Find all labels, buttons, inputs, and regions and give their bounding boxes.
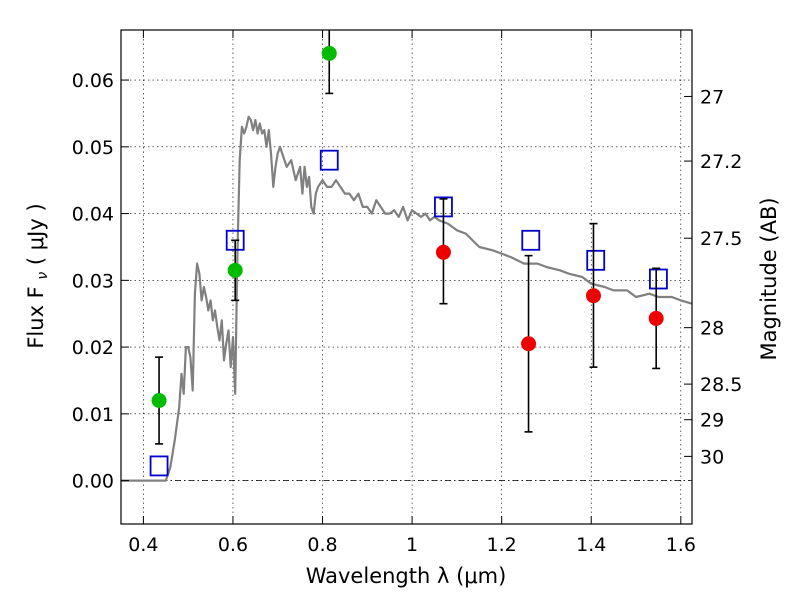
- model-sed-line: [121, 115, 693, 482]
- model-photometry-box: [586, 249, 606, 271]
- y-axis-label-subscript: ν: [35, 272, 51, 280]
- model-photometry-box: [319, 149, 339, 171]
- model-photometry-box: [149, 455, 169, 477]
- tick-labels: 0.4 0.6 0.8 1 1.2 1.4 1.6 0.00 0.01 0.02 0.03 0.04 0…: [72, 70, 743, 556]
- mag-tick-label: 27: [700, 86, 724, 108]
- y-tick-label: 0.03: [72, 270, 114, 292]
- x-axis-label: Wavelength λ (μm): [306, 564, 507, 588]
- mag-tick-label: 28: [700, 318, 724, 340]
- y-tick-label: 0.06: [72, 70, 114, 92]
- red-data-point: [585, 288, 601, 304]
- y-tick-label: 0.01: [72, 404, 114, 426]
- y-tick-label: 0.04: [72, 204, 114, 226]
- x-tick-label: 0.6: [218, 534, 248, 556]
- x-tick-label: 1.4: [576, 534, 606, 556]
- mag-tick-label: 29: [700, 410, 724, 432]
- data-marks: [149, 30, 668, 477]
- plot-frame: [120, 29, 693, 525]
- y-tick-label: 0.02: [72, 337, 114, 359]
- x-tick-label: 0.8: [307, 534, 337, 556]
- model-photometry-box: [649, 268, 668, 290]
- y-axis-label-unit: ( μJy ): [24, 203, 48, 265]
- axis-ticks: [121, 30, 692, 524]
- mag-tick-label: 27.5: [700, 228, 742, 250]
- red-data-point: [435, 244, 451, 260]
- x-tick-label: 1: [406, 534, 418, 556]
- y-axis-label: Flux F ν ( μJy ): [24, 203, 52, 348]
- right-axis-label: Magnitude (AB): [757, 197, 781, 360]
- mag-tick-label: 30: [700, 446, 724, 468]
- red-data-point: [521, 336, 537, 352]
- x-tick-label: 0.4: [128, 534, 158, 556]
- y-tick-label: 0.05: [72, 137, 114, 159]
- green-data-point: [321, 45, 337, 61]
- y-axis-label-main: Flux F: [24, 286, 48, 348]
- y-tick-label: 0.00: [72, 471, 114, 493]
- grid-lines: [121, 30, 692, 524]
- mag-tick-label: 27.2: [700, 151, 742, 173]
- red-data-point: [648, 310, 664, 326]
- x-tick-label: 1.6: [666, 534, 696, 556]
- mag-tick-label: 28.5: [700, 374, 742, 396]
- model-photometry-box: [521, 229, 541, 251]
- green-data-point: [227, 262, 243, 278]
- green-data-point: [151, 393, 167, 408]
- x-tick-label: 1.2: [487, 534, 517, 556]
